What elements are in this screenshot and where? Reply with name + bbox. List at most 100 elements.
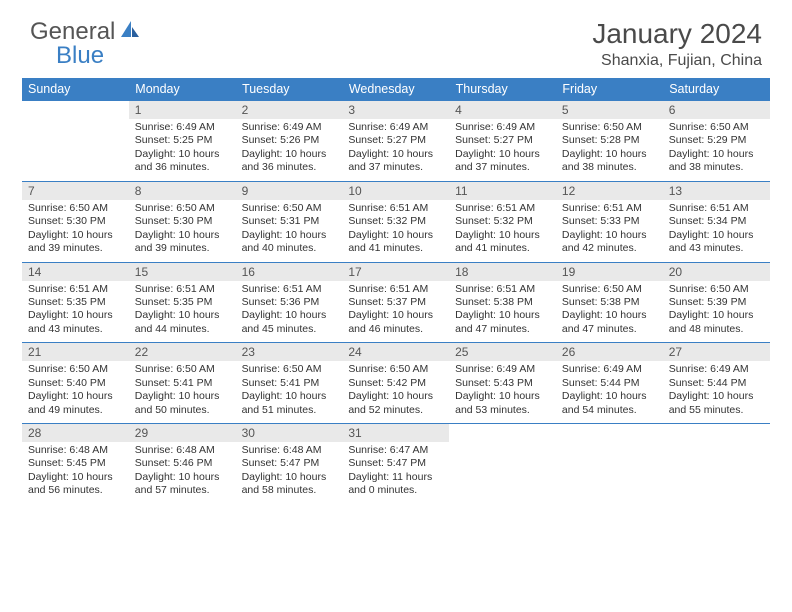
sunrise-line: Sunrise: 6:47 AM (348, 444, 443, 457)
sunset-line: Sunset: 5:34 PM (669, 215, 764, 228)
day-number: 9 (236, 181, 343, 200)
day-number: 26 (556, 342, 663, 361)
sunrise-line: Sunrise: 6:50 AM (28, 363, 123, 376)
calendar-day-cell: 11Sunrise: 6:51 AMSunset: 5:32 PMDayligh… (449, 181, 556, 262)
day-body: Sunrise: 6:51 AMSunset: 5:33 PMDaylight:… (556, 200, 663, 262)
calendar-day-cell: 31Sunrise: 6:47 AMSunset: 5:47 PMDayligh… (342, 423, 449, 504)
daylight-line: Daylight: 10 hours and 48 minutes. (669, 309, 764, 336)
day-body: Sunrise: 6:51 AMSunset: 5:34 PMDaylight:… (663, 200, 770, 262)
day-number: 5 (556, 100, 663, 119)
day-body-empty (449, 442, 556, 494)
sunset-line: Sunset: 5:40 PM (28, 377, 123, 390)
calendar-day-cell: 16Sunrise: 6:51 AMSunset: 5:36 PMDayligh… (236, 262, 343, 343)
day-number: 4 (449, 100, 556, 119)
location-subtitle: Shanxia, Fujian, China (592, 52, 762, 70)
day-body: Sunrise: 6:50 AMSunset: 5:29 PMDaylight:… (663, 119, 770, 181)
sunset-line: Sunset: 5:42 PM (348, 377, 443, 390)
sunrise-line: Sunrise: 6:50 AM (242, 363, 337, 376)
day-number: 16 (236, 262, 343, 281)
daylight-line: Daylight: 10 hours and 41 minutes. (455, 229, 550, 256)
sunset-line: Sunset: 5:31 PM (242, 215, 337, 228)
calendar-day-cell: 13Sunrise: 6:51 AMSunset: 5:34 PMDayligh… (663, 181, 770, 262)
day-number: 6 (663, 100, 770, 119)
calendar-day-cell: 3Sunrise: 6:49 AMSunset: 5:27 PMDaylight… (342, 100, 449, 181)
daylight-line: Daylight: 10 hours and 56 minutes. (28, 471, 123, 498)
calendar-day-cell: 25Sunrise: 6:49 AMSunset: 5:43 PMDayligh… (449, 342, 556, 423)
day-number: 30 (236, 423, 343, 442)
sunset-line: Sunset: 5:36 PM (242, 296, 337, 309)
sunrise-line: Sunrise: 6:49 AM (562, 363, 657, 376)
day-body: Sunrise: 6:50 AMSunset: 5:30 PMDaylight:… (22, 200, 129, 262)
sunset-line: Sunset: 5:37 PM (348, 296, 443, 309)
day-number: 29 (129, 423, 236, 442)
daylight-line: Daylight: 10 hours and 37 minutes. (455, 148, 550, 175)
sunset-line: Sunset: 5:27 PM (348, 134, 443, 147)
weekday-header: Saturday (663, 78, 770, 100)
calendar-day-cell: 10Sunrise: 6:51 AMSunset: 5:32 PMDayligh… (342, 181, 449, 262)
sunrise-line: Sunrise: 6:49 AM (135, 121, 230, 134)
sunset-line: Sunset: 5:28 PM (562, 134, 657, 147)
daylight-line: Daylight: 10 hours and 54 minutes. (562, 390, 657, 417)
day-number: 23 (236, 342, 343, 361)
sunrise-line: Sunrise: 6:48 AM (28, 444, 123, 457)
sunrise-line: Sunrise: 6:51 AM (669, 202, 764, 215)
daylight-line: Daylight: 11 hours and 0 minutes. (348, 471, 443, 498)
daylight-line: Daylight: 10 hours and 41 minutes. (348, 229, 443, 256)
day-body: Sunrise: 6:48 AMSunset: 5:45 PMDaylight:… (22, 442, 129, 504)
calendar-day-cell: 18Sunrise: 6:51 AMSunset: 5:38 PMDayligh… (449, 262, 556, 343)
day-number: 19 (556, 262, 663, 281)
day-body: Sunrise: 6:49 AMSunset: 5:27 PMDaylight:… (449, 119, 556, 181)
day-body: Sunrise: 6:50 AMSunset: 5:39 PMDaylight:… (663, 281, 770, 343)
calendar-day-cell: 20Sunrise: 6:50 AMSunset: 5:39 PMDayligh… (663, 262, 770, 343)
sunset-line: Sunset: 5:32 PM (348, 215, 443, 228)
daylight-line: Daylight: 10 hours and 39 minutes. (135, 229, 230, 256)
sunrise-line: Sunrise: 6:51 AM (348, 283, 443, 296)
day-number: 18 (449, 262, 556, 281)
day-body-empty (556, 442, 663, 494)
daylight-line: Daylight: 10 hours and 43 minutes. (28, 309, 123, 336)
calendar-day-cell (663, 423, 770, 504)
day-body: Sunrise: 6:51 AMSunset: 5:35 PMDaylight:… (22, 281, 129, 343)
day-number-empty (663, 423, 770, 442)
day-body: Sunrise: 6:51 AMSunset: 5:37 PMDaylight:… (342, 281, 449, 343)
weekday-header: Sunday (22, 78, 129, 100)
day-body: Sunrise: 6:49 AMSunset: 5:44 PMDaylight:… (663, 361, 770, 423)
daylight-line: Daylight: 10 hours and 39 minutes. (28, 229, 123, 256)
logo-text-blue: Blue (56, 42, 104, 70)
sunrise-line: Sunrise: 6:50 AM (562, 283, 657, 296)
sunrise-line: Sunrise: 6:50 AM (562, 121, 657, 134)
daylight-line: Daylight: 10 hours and 44 minutes. (135, 309, 230, 336)
page-header: General Blue January 2024 Shanxia, Fujia… (0, 0, 792, 78)
day-body: Sunrise: 6:48 AMSunset: 5:46 PMDaylight:… (129, 442, 236, 504)
sunrise-line: Sunrise: 6:51 AM (562, 202, 657, 215)
daylight-line: Daylight: 10 hours and 36 minutes. (242, 148, 337, 175)
day-number: 1 (129, 100, 236, 119)
sunset-line: Sunset: 5:47 PM (348, 457, 443, 470)
calendar-day-cell: 19 Sunrise: 6:50 AMSunset: 5:38 PMDayligh… (556, 262, 663, 343)
daylight-line: Daylight: 10 hours and 58 minutes. (242, 471, 337, 498)
calendar-body: 1Sunrise: 6:49 AMSunset: 5:25 PMDaylight… (22, 100, 770, 504)
day-body: Sunrise: 6:49 AMSunset: 5:27 PMDaylight:… (342, 119, 449, 181)
sunrise-line: Sunrise: 6:50 AM (669, 121, 764, 134)
calendar-week-row: 1Sunrise: 6:49 AMSunset: 5:25 PMDaylight… (22, 100, 770, 181)
sunset-line: Sunset: 5:38 PM (562, 296, 657, 309)
day-body: Sunrise: 6:50 AMSunset: 5:28 PMDaylight:… (556, 119, 663, 181)
sunset-line: Sunset: 5:38 PM (455, 296, 550, 309)
daylight-line: Daylight: 10 hours and 47 minutes. (562, 309, 657, 336)
sunset-line: Sunset: 5:26 PM (242, 134, 337, 147)
day-number: 8 (129, 181, 236, 200)
title-block: January 2024 Shanxia, Fujian, China (592, 18, 762, 70)
daylight-line: Daylight: 10 hours and 52 minutes. (348, 390, 443, 417)
day-number: 20 (663, 262, 770, 281)
day-body-empty (663, 442, 770, 494)
sunset-line: Sunset: 5:32 PM (455, 215, 550, 228)
sunset-line: Sunset: 5:35 PM (28, 296, 123, 309)
weekday-header-row: SundayMondayTuesdayWednesdayThursdayFrid… (22, 78, 770, 100)
daylight-line: Daylight: 10 hours and 49 minutes. (28, 390, 123, 417)
sunrise-line: Sunrise: 6:50 AM (242, 202, 337, 215)
weekday-header: Tuesday (236, 78, 343, 100)
calendar-day-cell: 1Sunrise: 6:49 AMSunset: 5:25 PMDaylight… (129, 100, 236, 181)
sunrise-line: Sunrise: 6:49 AM (455, 363, 550, 376)
calendar-day-cell: 26Sunrise: 6:49 AMSunset: 5:44 PMDayligh… (556, 342, 663, 423)
day-body: Sunrise: 6:50 AMSunset: 5:30 PMDaylight:… (129, 200, 236, 262)
